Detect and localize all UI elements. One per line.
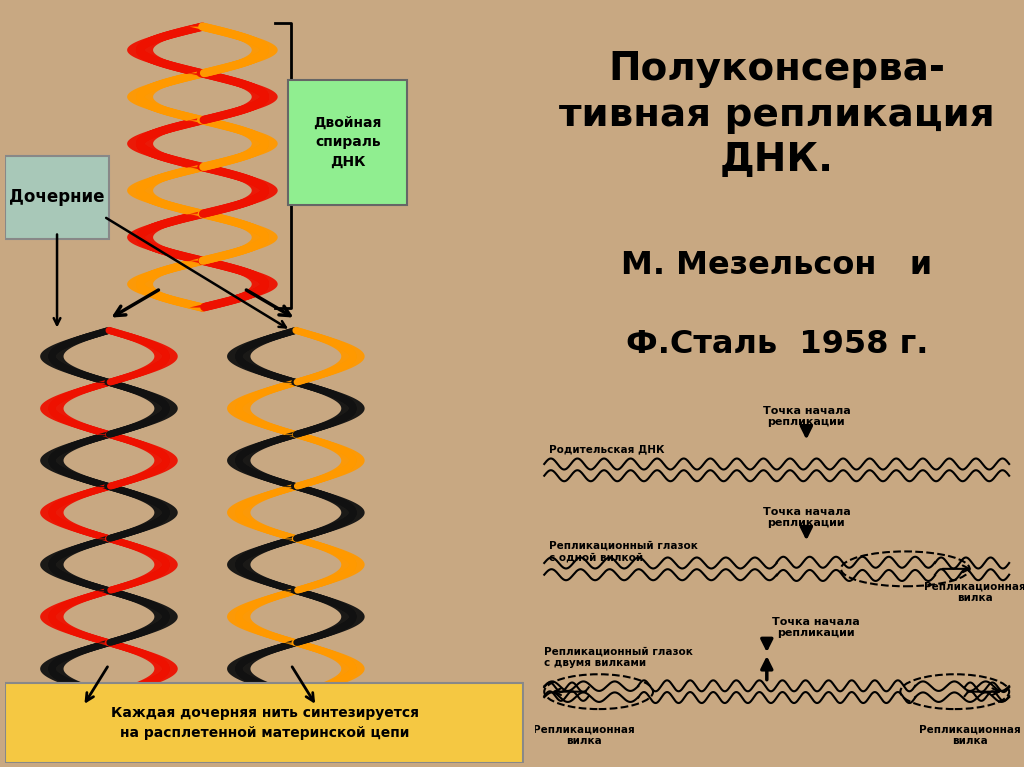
Polygon shape: [91, 384, 178, 436]
Polygon shape: [189, 27, 278, 73]
Polygon shape: [127, 214, 216, 261]
Polygon shape: [40, 436, 125, 488]
Polygon shape: [127, 167, 216, 214]
Text: Репликационная
вилка: Репликационная вилка: [924, 581, 1024, 604]
FancyBboxPatch shape: [288, 80, 408, 205]
Polygon shape: [127, 261, 216, 308]
Polygon shape: [97, 643, 178, 695]
Polygon shape: [280, 436, 365, 488]
Text: Репликационный глазок
с двумя вилками: Репликационный глазок с двумя вилками: [544, 646, 693, 667]
Polygon shape: [227, 488, 311, 540]
Polygon shape: [92, 436, 178, 488]
Polygon shape: [96, 591, 178, 643]
Polygon shape: [227, 643, 307, 695]
Polygon shape: [227, 333, 314, 384]
Polygon shape: [127, 73, 217, 120]
Polygon shape: [282, 540, 365, 591]
Text: Репликационный глазок
с одной вилкой: Репликационный глазок с одной вилкой: [549, 541, 698, 562]
Polygon shape: [188, 167, 278, 214]
Text: Репликационная
вилка: Репликационная вилка: [919, 725, 1021, 746]
Polygon shape: [285, 643, 365, 695]
Polygon shape: [278, 333, 365, 384]
Polygon shape: [227, 384, 313, 436]
Polygon shape: [40, 540, 123, 591]
Polygon shape: [127, 27, 215, 73]
Polygon shape: [281, 488, 365, 540]
Text: Репликационная
вилка: Репликационная вилка: [532, 725, 635, 746]
Text: Ф.Сталь  1958 г.: Ф.Сталь 1958 г.: [626, 330, 928, 360]
Text: М. Мезельсон   и: М. Мезельсон и: [622, 250, 932, 281]
Polygon shape: [95, 540, 178, 591]
Polygon shape: [93, 488, 178, 540]
Text: Двойная
спираль
ДНК: Двойная спираль ДНК: [313, 116, 382, 169]
Text: Каждая дочерняя нить синтезируется
на расплетенной материнской цепи: Каждая дочерняя нить синтезируется на ра…: [111, 706, 419, 739]
Text: Полуконсерва-
тивная репликация
ДНК.: Полуконсерва- тивная репликация ДНК.: [559, 51, 994, 179]
Text: Точка начала
репликации: Точка начала репликации: [763, 406, 850, 427]
Polygon shape: [40, 488, 124, 540]
FancyBboxPatch shape: [5, 683, 523, 763]
Polygon shape: [227, 436, 312, 488]
Polygon shape: [283, 591, 365, 643]
Polygon shape: [227, 540, 310, 591]
Polygon shape: [279, 384, 365, 436]
Polygon shape: [40, 591, 122, 643]
Polygon shape: [227, 591, 308, 643]
Polygon shape: [40, 643, 121, 695]
FancyBboxPatch shape: [5, 156, 109, 239]
Polygon shape: [188, 214, 278, 261]
Polygon shape: [90, 333, 178, 384]
Polygon shape: [187, 73, 278, 120]
Polygon shape: [127, 120, 217, 167]
Text: Точка начала
репликации: Точка начала репликации: [772, 617, 860, 638]
Text: Дочерние: Дочерние: [9, 189, 104, 206]
Polygon shape: [40, 384, 127, 436]
Text: Точка начала
репликации: Точка начала репликации: [763, 506, 850, 528]
Polygon shape: [40, 333, 128, 384]
Polygon shape: [188, 120, 278, 167]
Text: Родительская ДНК: Родительская ДНК: [549, 445, 665, 455]
Polygon shape: [189, 261, 278, 308]
